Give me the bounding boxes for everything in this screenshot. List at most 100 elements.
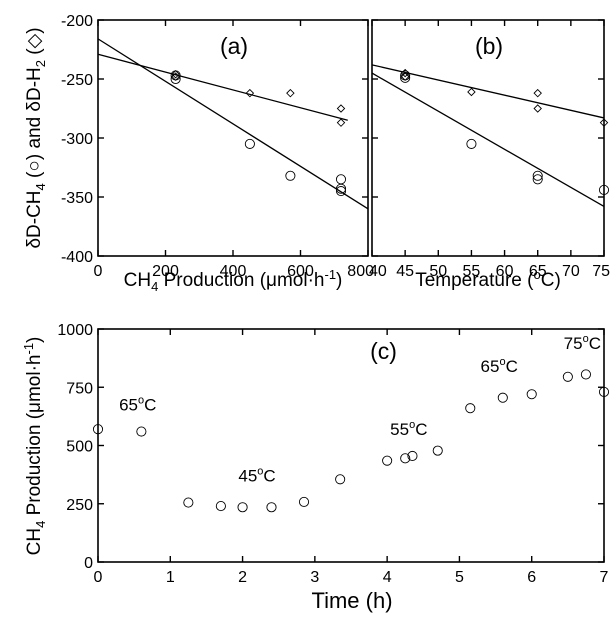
x-tick-label: 7 <box>600 569 609 586</box>
x-tick-label: 2 <box>238 569 247 586</box>
x-tick-label: 6 <box>527 569 536 586</box>
y-axis-title: δD-CH4 (○) and δD-H2 (◇) <box>24 27 48 248</box>
panel-c: 0 1 2 3 4 5 6 702505007501000(c)65oC45oC55oC65o… <box>21 322 610 613</box>
data-point-diamond <box>336 104 346 113</box>
xlabel-text: Production (μmol·h <box>158 270 324 291</box>
x-tick-label: 400 <box>220 263 247 280</box>
fit-line <box>371 64 605 119</box>
data-point-circle <box>183 497 194 508</box>
annotation-unit: C <box>144 396 156 415</box>
annotation-degree: o <box>499 356 505 368</box>
y-tick-label: -300 <box>61 131 93 148</box>
panel-label: (c) <box>370 338 397 364</box>
annotation-value: 75 <box>564 334 583 353</box>
data-point-circle <box>335 474 346 485</box>
xlabel-superscript: -1 <box>324 267 336 282</box>
data-point-circle <box>598 386 610 397</box>
annotation-value: 55 <box>390 420 409 439</box>
data-point-circle <box>298 496 310 507</box>
ylabel-text: δD-CH <box>24 190 45 248</box>
ylabel-text: ) <box>24 337 45 343</box>
xlabel-text: CH <box>124 270 151 291</box>
temperature-annotation: 55oC <box>390 419 427 439</box>
temperature-annotation: 65oC <box>119 395 156 415</box>
x-tick-label: 800 <box>347 263 374 280</box>
ylabel-subscript: 4 <box>33 183 48 190</box>
data-point-diamond <box>171 70 180 79</box>
x-tick-label: 50 <box>429 263 447 280</box>
data-point-circle <box>170 73 181 85</box>
data-point-circle <box>400 453 411 464</box>
data-point-circle <box>598 184 610 195</box>
xlabel-superscript: o <box>533 267 540 282</box>
data-point-circle <box>335 186 347 197</box>
x-tick-label: 1 <box>166 569 175 586</box>
data-point-circle <box>237 502 248 513</box>
x-axis-title: CH4 Production (μmol·h-1) <box>124 267 343 294</box>
annotation-degree: o <box>409 419 415 431</box>
data-point-circle <box>335 183 347 194</box>
xlabel-text: Temperature ( <box>415 270 534 291</box>
fit-line <box>97 38 369 210</box>
xlabel-subscript: 4 <box>151 279 158 294</box>
annotation-value: 45 <box>238 467 257 486</box>
x-tick-label: 75 <box>592 263 610 280</box>
data-point-diamond <box>533 104 542 113</box>
xlabel-text: C) <box>541 270 561 291</box>
data-point-diamond <box>245 88 255 98</box>
panel-a: 0 200 400 600 800 -400 -350 -300 -250 -200 (a) CH4 … <box>24 13 374 294</box>
annotation-unit: C <box>506 357 518 376</box>
x-tick-label: 5 <box>455 569 464 586</box>
x-tick-label: 40 <box>369 263 387 280</box>
data-point-circle <box>532 174 543 185</box>
y-tick-label: 250 <box>66 497 93 514</box>
x-tick-label: 70 <box>562 263 580 280</box>
data-point-circle <box>285 170 296 181</box>
data-point-circle <box>407 450 418 462</box>
annotation-unit: C <box>263 467 275 486</box>
panel-b: 40 45 50 55 60 65 70 75 (b) Temperature (oC) <box>369 19 610 291</box>
temperature-annotation: 45oC <box>238 466 275 486</box>
x-tick-label: 3 <box>310 569 319 586</box>
y-tick-label: -200 <box>61 13 93 30</box>
y-tick-label: -350 <box>61 190 93 207</box>
y-tick-label: 500 <box>66 439 93 456</box>
ylabel-text: (◇) <box>24 27 45 60</box>
x-tick-label: 600 <box>287 263 314 280</box>
x-tick-label: 0 <box>94 263 103 280</box>
y-tick-label: 1000 <box>57 322 93 339</box>
x-tick-label: 45 <box>396 263 414 280</box>
data-point-circle <box>580 369 591 380</box>
data-point-circle <box>466 138 477 149</box>
panel-label: (a) <box>220 33 248 59</box>
data-point-circle <box>215 501 226 512</box>
temperature-annotation: 75oC <box>564 333 601 353</box>
data-point-circle <box>136 426 147 437</box>
x-axis-title: Temperature (oC) <box>415 267 561 291</box>
y-tick-label: -400 <box>61 249 93 266</box>
ylabel-subscript: 4 <box>33 521 48 528</box>
data-point-circle <box>532 170 543 181</box>
y-tick-label: 0 <box>84 555 93 572</box>
data-point-circle <box>400 70 411 81</box>
ylabel-text: Production (μmol·h <box>24 355 45 521</box>
fit-line <box>371 72 605 208</box>
data-point-diamond <box>599 118 609 127</box>
ylabel-superscript: -1 <box>21 343 36 355</box>
x-tick-label: 65 <box>529 263 547 280</box>
ylabel-text: CH <box>24 528 45 555</box>
fit-line <box>97 53 348 121</box>
y-tick-label: 750 <box>66 380 93 397</box>
ylabel-subscript: 2 <box>33 60 48 67</box>
data-point-circle <box>335 174 347 185</box>
plot-frame <box>97 328 605 563</box>
data-point-circle <box>244 138 255 149</box>
annotation-value: 65 <box>119 396 138 415</box>
data-point-circle <box>170 70 181 81</box>
y-tick-label: -250 <box>61 72 93 89</box>
data-point-circle <box>432 445 443 456</box>
y-axis-title: CH4 Production (μmol·h-1) <box>21 337 48 556</box>
x-tick-label: 200 <box>152 263 179 280</box>
x-tick-label: 60 <box>496 263 514 280</box>
